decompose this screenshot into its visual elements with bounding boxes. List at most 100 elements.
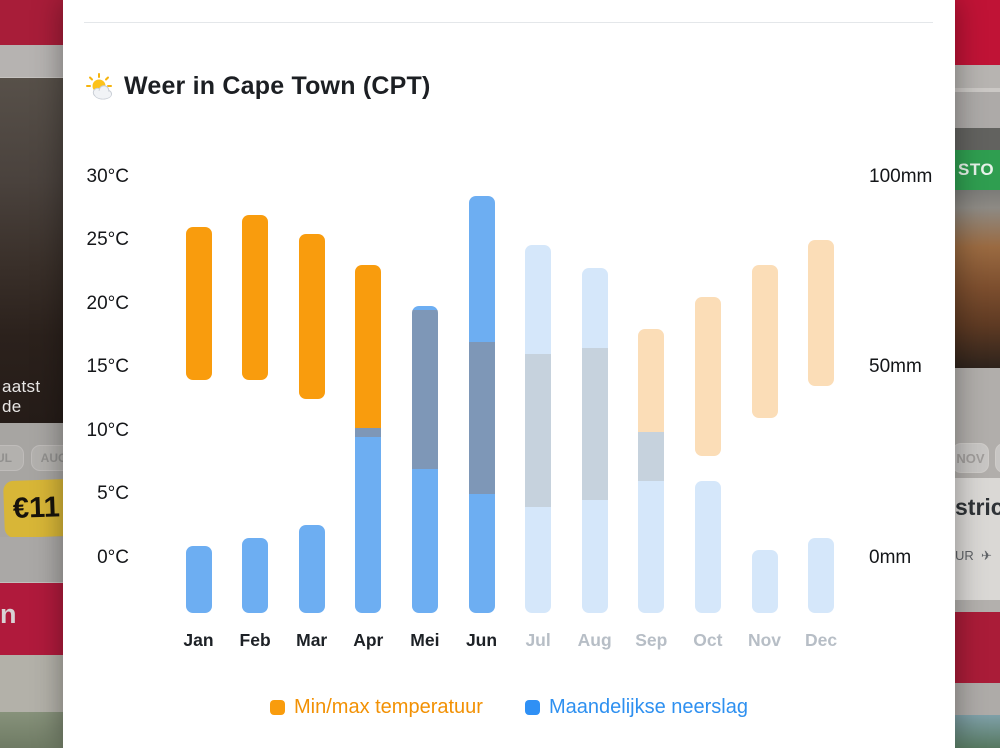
precip-bar-feb <box>242 538 269 613</box>
sun-cloud-icon <box>86 73 112 100</box>
temp-bar-mar <box>298 233 325 399</box>
stop-button: STO <box>955 150 1000 190</box>
page-title: Weer in Cape Town (CPT) <box>124 72 431 100</box>
banner-letter: n <box>0 599 17 629</box>
month-label-sep: Sep <box>635 630 668 650</box>
bar-segment <box>355 436 382 613</box>
price-badge: €11 <box>3 478 63 539</box>
divider <box>84 22 933 23</box>
chart-legend: Min/max temperatuur Maandelijkse neersla… <box>63 696 955 719</box>
month-label-feb: Feb <box>239 630 271 650</box>
photo-sky <box>955 128 1000 150</box>
bar-segment <box>242 538 269 613</box>
bar-mei <box>411 306 438 613</box>
background-subheader <box>0 45 63 78</box>
precip-axis-tick: 100mm <box>869 165 933 187</box>
bar-segment <box>694 297 721 456</box>
temp-axis-tick: 10°C <box>86 419 129 441</box>
temp-bar-feb <box>242 214 269 380</box>
temp-axis-tick: 25°C <box>86 229 129 250</box>
bar-segment <box>581 347 608 501</box>
month-label-oct: Oct <box>693 630 723 650</box>
background-photo-green <box>0 712 63 748</box>
month-label-apr: Apr <box>353 630 384 650</box>
background-red-banner <box>955 612 1000 683</box>
temp-axis-tick: 15°C <box>86 356 129 377</box>
airplane-icon: ✈ <box>981 548 992 563</box>
precip-axis-tick: 0mm <box>869 546 912 568</box>
bar-sep <box>638 328 665 613</box>
temp-bar-jan <box>185 227 212 380</box>
temp-bar-oct <box>694 297 721 456</box>
weather-modal: Weer in Cape Town (CPT) 30°C 25°C 20°C 15°C… <box>63 0 955 748</box>
bar-jun <box>468 195 495 613</box>
background-card-strip: UL AUG <box>0 423 63 480</box>
month-label-aug: Aug <box>577 630 612 650</box>
bar-segment <box>751 549 778 613</box>
temp-bar-nov <box>751 265 778 418</box>
background-header-bar <box>955 0 1000 65</box>
title-row: Weer in Cape Town (CPT) <box>85 72 430 101</box>
bar-apr <box>355 265 382 613</box>
bar-segment <box>411 309 438 469</box>
precip-bar-nov <box>751 549 778 613</box>
bar-segment <box>638 431 665 482</box>
background-left-rail: aatst de UL AUG €11 n <box>0 0 63 748</box>
bar-segment <box>638 328 665 432</box>
bar-segment <box>355 427 382 437</box>
bar-segment <box>468 493 495 613</box>
bar-segment <box>581 500 608 613</box>
month-pill-nov: NOV <box>955 443 989 473</box>
bar-segment <box>185 546 212 613</box>
background-header-bar <box>0 0 63 45</box>
bar-segment <box>525 245 552 355</box>
bar-aug <box>581 267 608 613</box>
background-strip <box>0 537 63 583</box>
month-label-mar: Mar <box>296 630 328 650</box>
month-pill-aug: AUG <box>31 445 63 471</box>
month-label-jun: Jun <box>465 630 498 650</box>
background-red-banner: n <box>0 583 63 655</box>
temp-bar-dec <box>808 240 835 387</box>
temp-axis-tick: 20°C <box>86 292 129 314</box>
bar-segment <box>468 195 495 342</box>
background-strip <box>955 683 1000 715</box>
bar-segment <box>468 341 495 494</box>
bar-segment <box>525 506 552 613</box>
precip-bar-oct <box>694 481 721 613</box>
bar-segment <box>242 214 269 380</box>
month-label-dec: Dec <box>805 630 838 650</box>
bar-segment <box>298 525 325 613</box>
month-label-nov: Nov <box>747 630 782 650</box>
month-label-mei: Mei <box>410 630 440 650</box>
weather-chart: 30°C 25°C 20°C 15°C 10°C 5°C 0°C 100mm 50mm 0mm … <box>63 0 955 748</box>
bar-segment <box>525 354 552 507</box>
temperature-swatch <box>270 700 285 715</box>
legend-item-temperature[interactable]: Min/max temperatuur <box>270 696 483 719</box>
card-heading: stric <box>955 494 1000 520</box>
background-subheader <box>955 65 1000 92</box>
legend-label-precipitation: Maandelijkse neerslag <box>548 696 748 718</box>
temp-axis-tick: 5°C <box>97 483 129 504</box>
legend-label-temperature: Min/max temperatuur <box>294 696 483 718</box>
legend-item-precipitation[interactable]: Maandelijkse neerslag <box>524 696 748 719</box>
bar-segment <box>411 468 438 613</box>
bar-segment <box>751 265 778 418</box>
background-strip <box>955 92 1000 128</box>
bar-segment <box>581 267 608 348</box>
photo-caption: aatst de <box>2 377 41 416</box>
bar-segment <box>411 306 438 310</box>
bar-segment <box>694 481 721 613</box>
precip-bar-mar <box>298 525 325 613</box>
precipitation-swatch <box>524 700 540 715</box>
temp-axis-tick: 30°C <box>86 165 129 187</box>
bar-segment <box>638 481 665 613</box>
background-photo-teal <box>955 715 1000 748</box>
background-strip <box>0 655 63 712</box>
bar-segment <box>355 265 382 428</box>
bar-segment <box>808 240 835 387</box>
month-pill-jul: UL <box>0 445 24 471</box>
bar-segment <box>808 538 835 613</box>
background-card-strip: NOV <box>955 368 1000 478</box>
bar-segment <box>185 227 212 380</box>
